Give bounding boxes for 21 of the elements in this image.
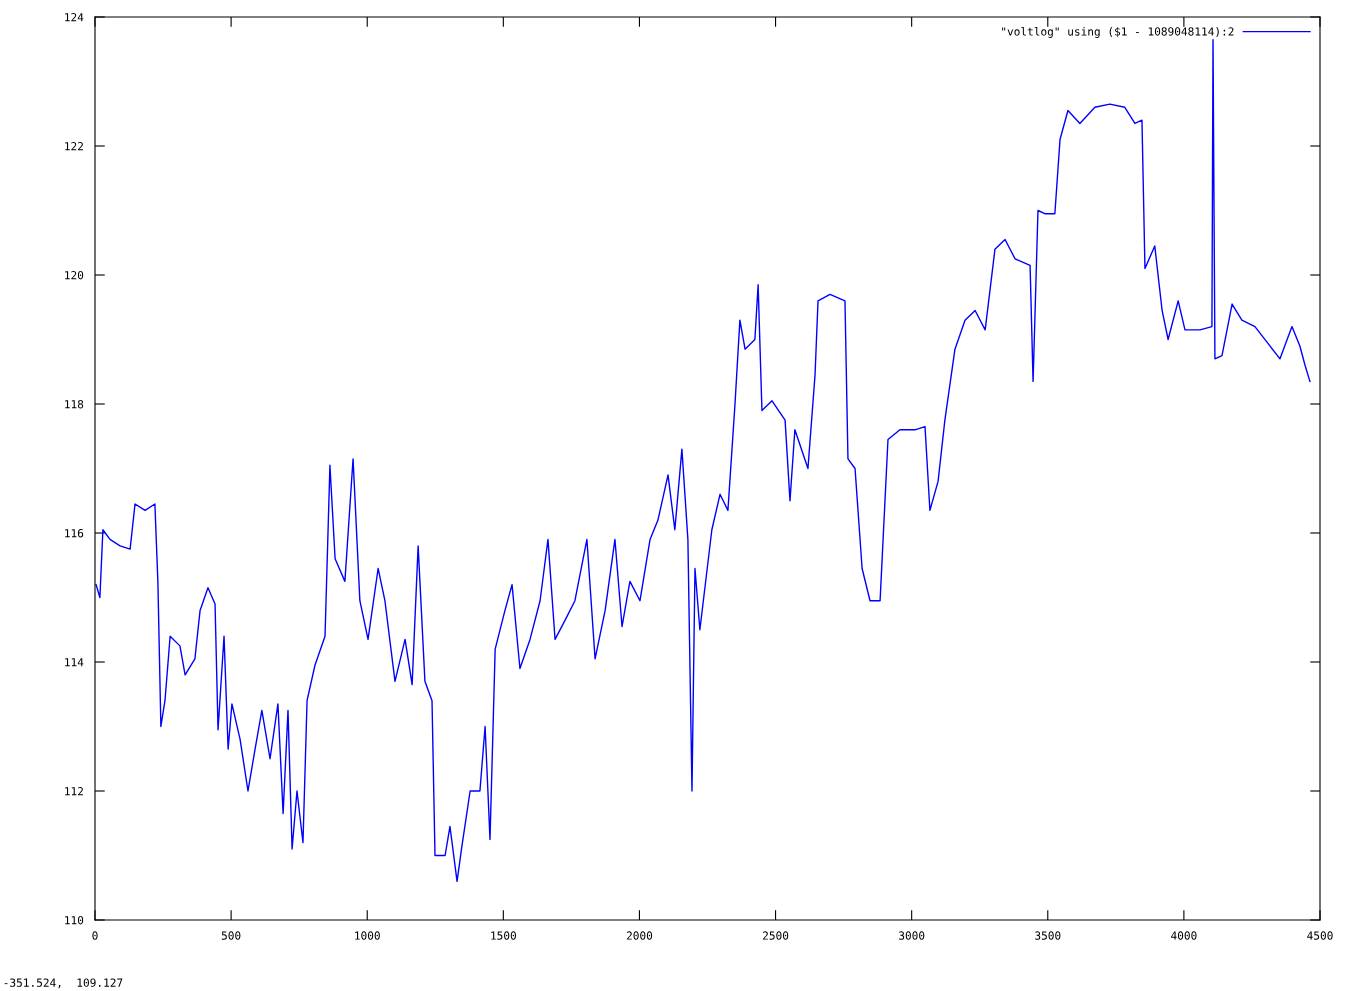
x-tick-label: 500 [221,931,241,940]
y-tick-label: 110 [65,916,84,925]
y-tick-label: 120 [65,271,84,280]
x-tick-label: 3000 [899,931,925,940]
x-tick-label: 4500 [1307,931,1333,940]
series-label: "voltlog" using ($1 - 1089048114):2 [1002,27,1234,38]
y-tick-label: 122 [65,142,83,151]
y-tick-label: 112 [65,787,83,796]
x-tick-label: 1500 [491,931,516,940]
x-tick-label: 0 [92,931,98,940]
text: -351.524, 109.127 [4,978,123,989]
x-tick-label: 2500 [763,931,789,940]
y-tick-label: 116 [65,529,84,538]
x-tick-label: 2000 [626,931,653,940]
x-tick-label: 3500 [1035,931,1061,940]
x-tick-label: 4000 [1171,931,1197,940]
y-tick-label: 124 [65,13,84,22]
y-tick-label: 118 [65,400,84,409]
y-tick-label: 114 [65,658,84,667]
line-series [95,38,1311,882]
x-tick-label: 1000 [355,931,380,940]
